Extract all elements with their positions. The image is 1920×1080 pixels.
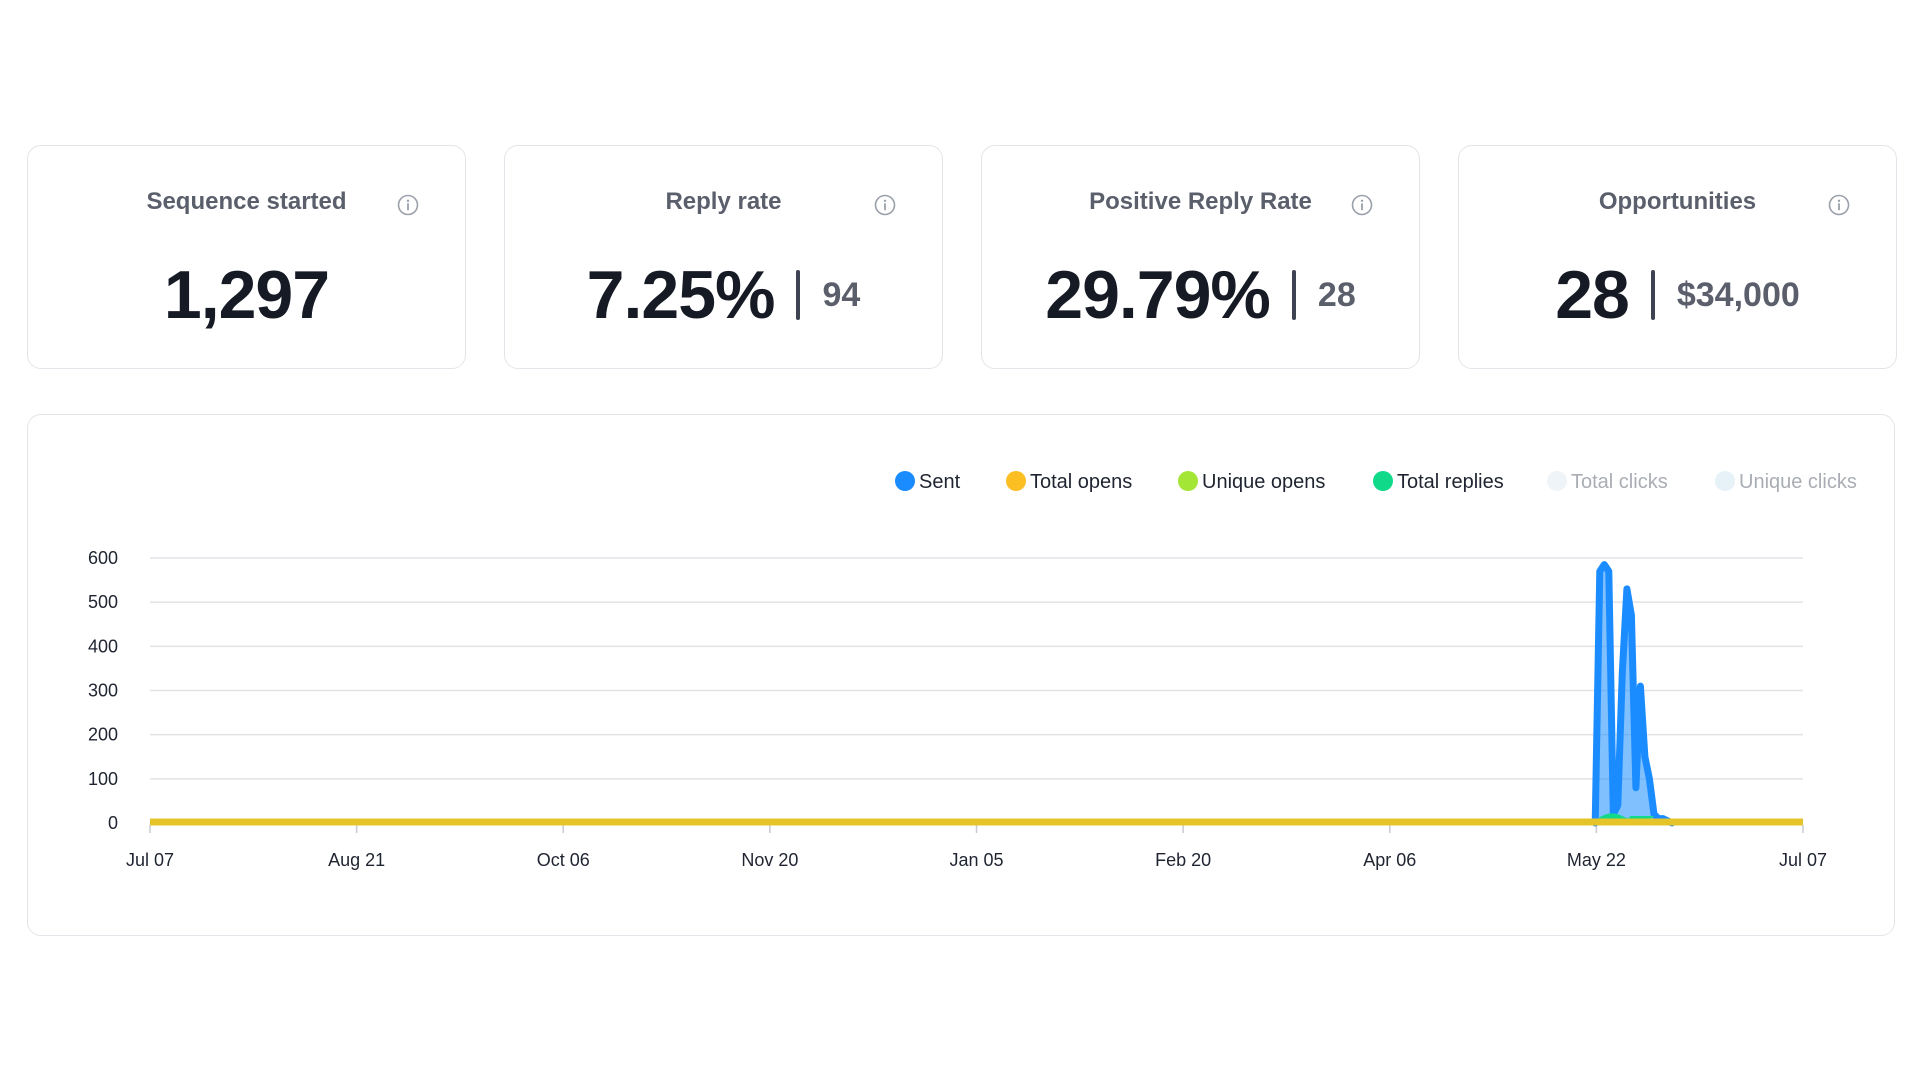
y-tick-label: 200 bbox=[88, 725, 118, 745]
card-value-row: 28 $34,000 bbox=[1459, 256, 1896, 334]
x-tick-label: Jan 05 bbox=[949, 850, 1003, 870]
legend-dot bbox=[1178, 471, 1198, 491]
x-tick-label: May 22 bbox=[1567, 850, 1626, 870]
y-tick-label: 400 bbox=[88, 636, 118, 656]
card-value-row: 29.79% 28 bbox=[982, 256, 1419, 334]
card-secondary-value: 94 bbox=[822, 275, 861, 314]
card-title: Positive Reply Rate bbox=[1089, 188, 1312, 215]
chart-legend: Sent Total opens Unique opens Total replies… bbox=[895, 471, 1857, 493]
legend-label: Total opens bbox=[1030, 471, 1132, 493]
info-circle-icon[interactable] bbox=[874, 194, 896, 216]
info-circle-icon[interactable] bbox=[397, 194, 419, 216]
value-divider bbox=[1291, 270, 1296, 320]
value-divider bbox=[796, 270, 801, 320]
y-axis: 0 100 200 300 400 500 600 bbox=[88, 548, 118, 833]
legend-item-unique-opens[interactable]: Unique opens bbox=[1178, 471, 1325, 493]
card-title: Reply rate bbox=[665, 188, 782, 215]
legend-item-sent[interactable]: Sent bbox=[895, 471, 961, 493]
card-title: Opportunities bbox=[1598, 188, 1757, 215]
legend-dot bbox=[1547, 471, 1567, 491]
legend-dot bbox=[1373, 471, 1393, 491]
legend-label: Total replies bbox=[1397, 471, 1504, 493]
card-secondary-value: $34,000 bbox=[1676, 275, 1800, 314]
y-tick-label: 300 bbox=[88, 681, 118, 701]
x-tick-label: Jul 07 bbox=[126, 850, 174, 870]
legend-item-unique-clicks[interactable]: Unique clicks bbox=[1715, 471, 1857, 493]
legend-label: Unique opens bbox=[1202, 471, 1325, 493]
chart-series bbox=[150, 561, 1803, 827]
legend-dot bbox=[895, 471, 915, 491]
info-circle-icon[interactable] bbox=[1828, 194, 1850, 216]
kpi-card-opportunities: Opportunities 28 $34,000 bbox=[1458, 145, 1897, 369]
legend-item-total-opens[interactable]: Total opens bbox=[1006, 471, 1132, 493]
legend-label: Sent bbox=[919, 471, 961, 493]
x-tick-label: Feb 20 bbox=[1155, 850, 1211, 870]
activity-chart: Sent Total opens Unique opens Total replies… bbox=[88, 471, 1857, 870]
y-tick-label: 500 bbox=[88, 592, 118, 612]
legend-label: Total clicks bbox=[1571, 471, 1668, 493]
legend-item-total-clicks[interactable]: Total clicks bbox=[1547, 471, 1668, 493]
kpi-card-sequence-started: Sequence started 1,297 bbox=[27, 145, 466, 369]
legend-item-total-replies[interactable]: Total replies bbox=[1373, 471, 1504, 493]
card-value: 7.25% bbox=[586, 257, 776, 333]
card-secondary-value: 28 bbox=[1317, 275, 1356, 314]
card-value: 28 bbox=[1555, 257, 1630, 333]
card-title: Sequence started bbox=[146, 188, 347, 215]
card-value: 29.79% bbox=[1045, 257, 1271, 333]
x-tick-label: Aug 21 bbox=[328, 850, 385, 870]
legend-label: Unique clicks bbox=[1739, 471, 1857, 493]
card-value: 1,297 bbox=[163, 257, 330, 333]
kpi-card-reply-rate: Reply rate 7.25% 94 bbox=[504, 145, 943, 369]
y-tick-label: 0 bbox=[108, 813, 118, 833]
x-tick-label: Oct 06 bbox=[537, 850, 590, 870]
card-value-row: 7.25% 94 bbox=[505, 256, 942, 334]
x-tick-label: Nov 20 bbox=[741, 850, 798, 870]
card-value-row: 1,297 bbox=[28, 256, 465, 334]
y-tick-label: 100 bbox=[88, 769, 118, 789]
x-tick-label: Apr 06 bbox=[1363, 850, 1416, 870]
x-axis: Jul 07 Aug 21 Oct 06 Nov 20 Jan 05 Feb 20 Apr … bbox=[126, 825, 1827, 870]
info-circle-icon[interactable] bbox=[1351, 194, 1373, 216]
x-tick-label: Jul 07 bbox=[1779, 850, 1827, 870]
legend-dot bbox=[1715, 471, 1735, 491]
activity-chart-card: Sent Total opens Unique opens Total replies… bbox=[27, 414, 1895, 936]
value-divider bbox=[1650, 270, 1655, 320]
kpi-card-positive-reply-rate: Positive Reply Rate 29.79% 28 bbox=[981, 145, 1420, 369]
chart-grid bbox=[150, 557, 1803, 824]
legend-dot bbox=[1006, 471, 1026, 491]
y-tick-label: 600 bbox=[88, 548, 118, 568]
